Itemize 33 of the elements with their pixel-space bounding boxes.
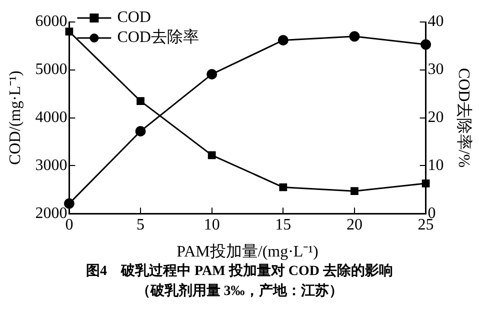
legend-label: COD	[117, 9, 151, 26]
x-axis-title: PAM投加量/(mg·L⁻¹)	[176, 242, 318, 261]
y-tick-label: 4000	[35, 109, 68, 126]
y-tick-label: 5000	[35, 61, 68, 78]
point	[135, 126, 146, 136]
text: 图4 破乳过程中 PAM 投加量对 COD 去除的影响	[85, 262, 394, 281]
x-tick-label: 15	[275, 216, 292, 234]
y2-tick-label: 10	[428, 156, 444, 174]
point	[136, 97, 144, 105]
point	[208, 151, 216, 160]
text: （破乳剂用量 3‰，产地：江苏）	[135, 282, 344, 301]
point	[65, 28, 74, 36]
point	[206, 68, 218, 80]
point	[422, 179, 430, 188]
y2-tick-label: 40	[428, 13, 444, 30]
y2-axis-title: COD去除率/%	[455, 68, 474, 168]
point	[420, 39, 432, 50]
x-tick-label: 20	[346, 216, 362, 234]
point	[64, 198, 74, 209]
legend-label: COD去除率	[117, 28, 199, 46]
y2-tick-label: 20	[428, 109, 444, 126]
y-axis-title: COD/(mg·L⁻¹)	[6, 70, 24, 165]
y-tick-label: 6000	[35, 13, 68, 30]
y2-tick-label: 30	[428, 61, 444, 78]
point	[279, 183, 288, 192]
y-tick-label: 3000	[35, 156, 68, 174]
x-tick-label: 5	[136, 216, 145, 234]
x-tick-label: 0	[65, 216, 74, 234]
point	[350, 187, 358, 196]
point	[349, 31, 360, 42]
y-tick-label: 2000	[35, 204, 68, 222]
x-tick-label: 10	[204, 216, 220, 234]
point	[278, 34, 288, 46]
